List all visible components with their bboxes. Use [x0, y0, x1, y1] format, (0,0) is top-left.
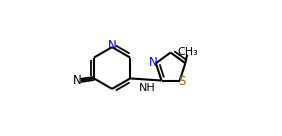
Text: N: N	[108, 39, 117, 52]
Text: N: N	[72, 75, 81, 87]
Text: S: S	[179, 75, 186, 88]
Text: N: N	[149, 56, 158, 69]
Text: NH: NH	[139, 83, 156, 93]
Text: CH₃: CH₃	[177, 47, 198, 57]
